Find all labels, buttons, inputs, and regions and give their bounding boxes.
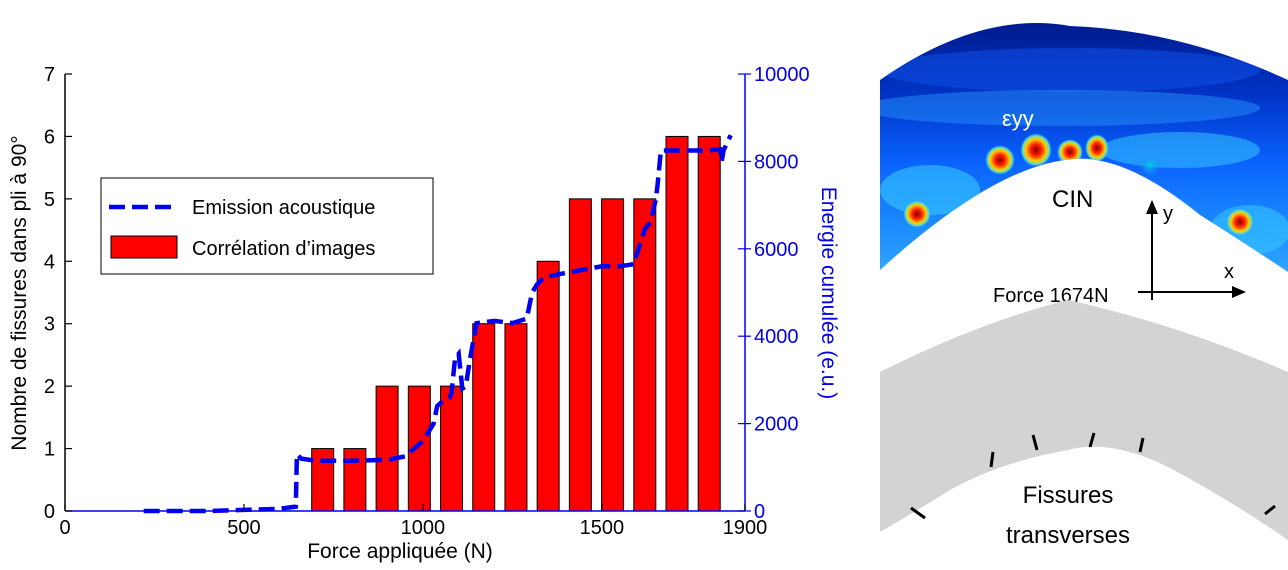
bar-correlation: [375, 385, 399, 512]
crack-caption-line2: transverses: [1006, 522, 1130, 549]
x-tick-label: 0: [59, 517, 70, 539]
strain-field-image: εyy: [880, 23, 1288, 273]
crack-caption-line1: Fissures: [1023, 482, 1114, 509]
coordinate-axes: y x: [1138, 200, 1246, 300]
y-right-axis-title: Energie cumulée (e.u.): [817, 187, 840, 399]
y-tick-label: 2: [44, 376, 55, 398]
y-right-tick-label: 2000: [754, 414, 799, 436]
crack-map-image: [880, 300, 1288, 540]
bar-correlation: [440, 385, 464, 512]
y-tick-label: 6: [44, 126, 55, 148]
y-axis-title: Nombre de fissures dans pli à 90°: [8, 135, 31, 450]
x-tick-label: 500: [227, 517, 260, 539]
y-tick-label: 0: [44, 501, 55, 523]
bar-correlation: [697, 135, 721, 512]
legend-bar-swatch: [110, 235, 178, 259]
legend: Emission acoustique Corrélation d’images: [100, 177, 434, 275]
legend-label-correlation: Corrélation d’images: [192, 238, 375, 260]
y-right-tick-label: 10000: [754, 64, 810, 86]
bar-correlation: [343, 448, 367, 512]
axis-y-label: y: [1163, 203, 1173, 225]
bar-correlation: [568, 198, 592, 512]
y-right-tick-label: 6000: [754, 239, 799, 261]
crack-mark: [1138, 437, 1145, 453]
axes: [64, 74, 746, 512]
y-right-axis-ticks: 0 2000 4000 6000 8000 10000: [738, 64, 810, 523]
crack-mark: [1264, 504, 1276, 516]
x-axis-ticks: 0 500 1000 1500 1900: [59, 504, 767, 539]
emission-acoustique-line: [143, 134, 733, 514]
y-tick-label: 4: [44, 251, 55, 273]
y-tick-label: 7: [44, 64, 55, 86]
bar-correlation: [472, 323, 496, 512]
crack-mark: [1088, 432, 1096, 448]
y-tick-label: 5: [44, 189, 55, 211]
bar-correlation: [601, 198, 625, 512]
method-label: CIN: [1052, 186, 1093, 213]
bar-correlation: [665, 135, 689, 512]
legend-label-emission: Emission acoustique: [192, 197, 375, 219]
x-tick-label: 1000: [401, 517, 446, 539]
axis-x-label: x: [1224, 261, 1234, 283]
y-axis-ticks: 0 1 2 3 4 5 6 7: [44, 64, 72, 523]
bar-correlation: [633, 198, 657, 512]
bar-correlation: [311, 448, 335, 512]
bar-correlation: [504, 323, 528, 512]
y-right-tick-label: 0: [754, 501, 765, 523]
specimen-section: [880, 300, 1288, 540]
y-tick-label: 3: [44, 314, 55, 336]
y-right-tick-label: 4000: [754, 326, 799, 348]
force-label: Force 1674N: [993, 285, 1109, 307]
y-right-tick-label: 8000: [754, 151, 799, 173]
y-tick-label: 1: [44, 439, 55, 461]
strain-label: εyy: [1002, 106, 1034, 131]
crack-mark: [989, 451, 995, 468]
crack-mark: [1031, 434, 1039, 451]
bar-correlation: [536, 260, 560, 512]
x-axis-title: Force appliquée (N): [307, 540, 493, 563]
bar-series: [311, 135, 721, 512]
plot-area: 0 500 1000 1500 1900 0 1 2 3 4 5 6 7 0 2000 4000 6000 8…: [44, 64, 810, 539]
x-tick-label: 1900: [723, 517, 768, 539]
crack-mark: [910, 506, 926, 520]
x-tick-label: 1500: [580, 517, 625, 539]
